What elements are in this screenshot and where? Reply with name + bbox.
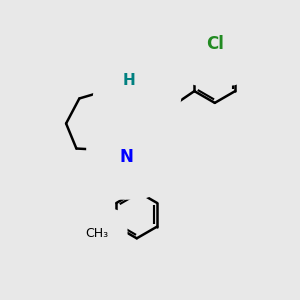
Text: +: + bbox=[135, 99, 146, 112]
Text: N: N bbox=[125, 104, 139, 122]
Text: CH₃: CH₃ bbox=[85, 227, 109, 240]
Text: H: H bbox=[122, 73, 135, 88]
Text: O: O bbox=[134, 75, 148, 93]
Text: Cl: Cl bbox=[206, 35, 224, 53]
Text: N: N bbox=[119, 148, 134, 166]
